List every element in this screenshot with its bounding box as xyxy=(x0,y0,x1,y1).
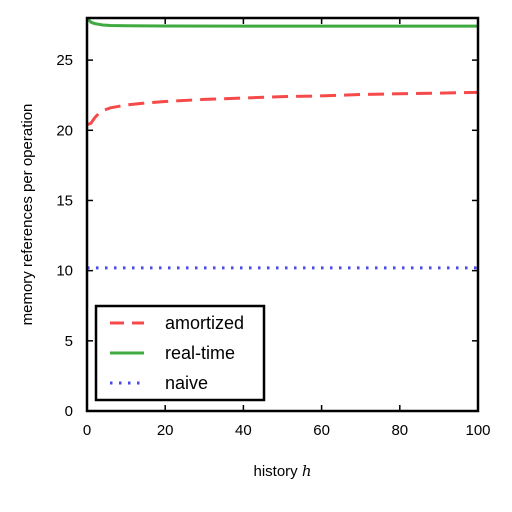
legend-label-real-time: real-time xyxy=(165,343,235,363)
x-axis-label: history xyxy=(253,463,298,480)
x-tick-label: 80 xyxy=(391,422,408,439)
legend-label-amortized: amortized xyxy=(165,313,244,333)
x-axis-variable: h xyxy=(302,462,312,480)
y-tick-label: 5 xyxy=(65,333,73,350)
y-tick-label: 15 xyxy=(56,192,73,209)
x-tick-label: 60 xyxy=(313,422,330,439)
ticks-layer: 0 20 40 60 80 100 0 5 10 15 20 25 xyxy=(56,18,491,439)
y-axis-title: memory references per operation xyxy=(19,104,36,326)
legend: amortized real-time naive xyxy=(94,304,266,402)
series-line-real-time xyxy=(87,18,478,28)
legend-entries: amortized real-time naive xyxy=(110,313,244,393)
x-tick-label: 0 xyxy=(83,422,91,439)
y-tick-label: 0 xyxy=(65,403,73,420)
x-tick-label: 40 xyxy=(235,422,252,439)
series-line-amortized xyxy=(87,90,478,127)
y-tick-label: 25 xyxy=(56,52,73,69)
series-layer xyxy=(87,18,478,270)
x-tick-label: 20 xyxy=(157,422,174,439)
x-axis-title: history h xyxy=(253,462,311,480)
y-tick-label: 10 xyxy=(56,263,73,280)
y-tick-label: 20 xyxy=(56,122,73,139)
x-tick-label: 100 xyxy=(465,422,490,439)
plot-frame xyxy=(85,16,480,413)
legend-label-naive: naive xyxy=(165,373,208,393)
